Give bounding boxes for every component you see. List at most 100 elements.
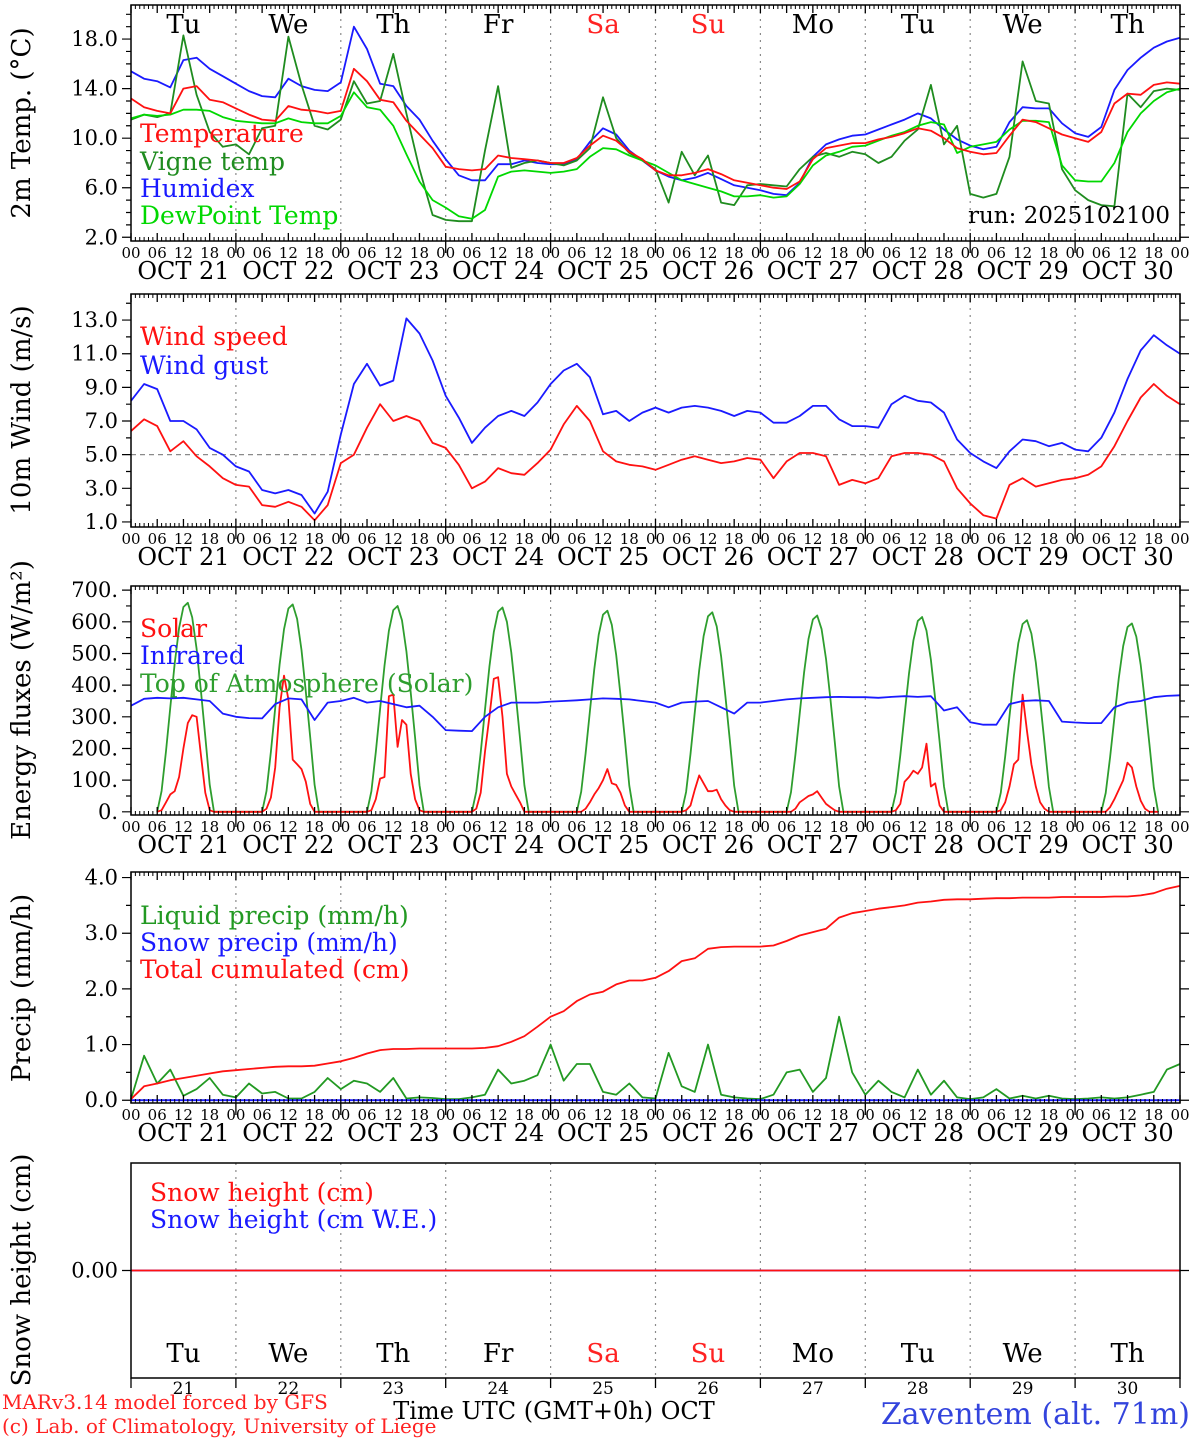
hour-tick-label: 12	[803, 530, 822, 548]
hour-tick-label: 12	[698, 530, 717, 548]
hour-tick-label: 18	[830, 1106, 849, 1124]
lab-credit: (c) Lab. of Climatology, University of L…	[2, 1414, 436, 1438]
hour-tick-label: 12	[1013, 530, 1032, 548]
hour-tick-label: 06	[987, 818, 1006, 836]
hour-tick-label: 12	[803, 1106, 822, 1124]
date-number-label: 26	[697, 1379, 719, 1399]
ytick-label: 2.0	[85, 977, 118, 1001]
hour-tick-label: 12	[803, 818, 822, 836]
day-name-label: Th	[376, 10, 410, 40]
series-solar	[156, 674, 1159, 813]
hour-tick-label: 06	[672, 818, 691, 836]
hour-tick-label: 12	[1118, 530, 1137, 548]
hour-tick-label: 18	[1144, 818, 1163, 836]
hour-tick-label: 00	[541, 818, 560, 836]
hour-tick-label: 00	[751, 1106, 770, 1124]
hour-tick-label: 06	[567, 1106, 586, 1124]
hour-tick-label: 06	[462, 818, 481, 836]
date-label: OCT 23	[347, 831, 439, 859]
hour-tick-label: 18	[200, 530, 219, 548]
date-number-label: 29	[1012, 1379, 1034, 1399]
hour-tick-label: 18	[515, 818, 534, 836]
hour-tick-label: 00	[226, 1106, 245, 1124]
hour-tick-label: 00	[1170, 244, 1189, 262]
hour-tick-label: 12	[1013, 244, 1032, 262]
day-name-label: Fr	[483, 10, 514, 40]
hour-tick-label: 12	[279, 818, 298, 836]
date-label: OCT 21	[137, 831, 229, 859]
date-label: OCT 23	[347, 543, 439, 571]
day-name-label: Tu	[901, 10, 935, 40]
hour-tick-label: 00	[751, 818, 770, 836]
yaxis-title-energy: Energy fluxes (W/m²)	[7, 560, 37, 840]
hour-tick-label: 06	[987, 244, 1006, 262]
date-number-label: 28	[907, 1379, 929, 1399]
hour-tick-label: 00	[436, 1106, 455, 1124]
day-name-label: We	[1003, 10, 1043, 40]
date-label: OCT 24	[452, 831, 544, 859]
x-minor-tick-comb	[134, 5, 1177, 241]
ytick-label: 14.0	[71, 77, 118, 101]
hour-tick-label: 12	[279, 530, 298, 548]
model-credit: MARv3.14 model forced by GFS	[2, 1390, 328, 1414]
date-label: OCT 22	[242, 257, 334, 285]
day-name-label: We	[268, 1339, 308, 1369]
yaxis-title-snow: Snow height (cm)	[7, 1154, 37, 1387]
hour-tick-label: 18	[725, 530, 744, 548]
panel-frame	[130, 293, 1181, 528]
hour-tick-label: 00	[436, 818, 455, 836]
hour-tick-label: 12	[489, 1106, 508, 1124]
date-label: OCT 30	[1081, 831, 1173, 859]
hour-tick-label: 06	[148, 818, 167, 836]
hour-tick-label: 12	[384, 530, 403, 548]
hour-tick-label: 06	[148, 244, 167, 262]
hour-tick-label: 12	[908, 818, 927, 836]
hour-tick-label: 06	[777, 244, 796, 262]
x-minor-tick-comb	[134, 294, 1177, 527]
hour-tick-label: 00	[1066, 530, 1085, 548]
legend-dewpoint-temp: DewPoint Temp	[140, 201, 338, 230]
station-label: Zaventem (alt. 71m)	[881, 1397, 1190, 1432]
day-name-label: Mo	[792, 10, 834, 40]
hour-tick-label: 18	[410, 530, 429, 548]
hour-tick-label: 18	[305, 1106, 324, 1124]
hour-tick-label: 12	[384, 1106, 403, 1124]
hour-tick-label: 06	[253, 1106, 272, 1124]
hour-tick-label: 18	[830, 244, 849, 262]
panel-wind: 13.011.09.07.05.03.01.000 06 12 18 00 06 12 18 0…	[71, 293, 1190, 571]
ytick-label: 1.0	[85, 510, 118, 534]
hour-tick-label: 12	[384, 244, 403, 262]
yaxis-title-wind: 10m Wind (m/s)	[7, 305, 37, 514]
panel-precip: 4.03.02.01.00.000 06 12 18 00 06 12 18 00 06 12 18 0…	[85, 866, 1190, 1147]
hour-tick-label: 06	[882, 1106, 901, 1124]
hour-tick-label: 12	[174, 530, 193, 548]
y-tick-comb	[122, 13, 1189, 238]
legend-temperature: Temperature	[140, 119, 304, 148]
hour-tick-label: 06	[462, 244, 481, 262]
hour-tick-label: 12	[1013, 1106, 1032, 1124]
hour-tick-label: 00	[646, 530, 665, 548]
hour-tick-label: 06	[357, 818, 376, 836]
hour-tick-label: 00	[961, 244, 980, 262]
legend-top-of-atmosphere-solar-: Top of Atmosphere (Solar)	[140, 669, 473, 698]
hour-tick-label: 06	[253, 530, 272, 548]
ytick-label: 18.0	[71, 27, 118, 51]
hour-tick-label: 06	[882, 244, 901, 262]
hour-tick-label: 00	[1066, 1106, 1085, 1124]
hour-tick-label: 12	[174, 244, 193, 262]
hour-tick-label: 06	[462, 530, 481, 548]
hour-tick-label: 18	[410, 818, 429, 836]
hour-tick-label: 18	[620, 244, 639, 262]
date-label: OCT 22	[242, 1119, 334, 1147]
hour-tick-label: 18	[934, 244, 953, 262]
day-name-label: Th	[376, 1339, 410, 1369]
hour-tick-label: 12	[594, 244, 613, 262]
legend-vigne-temp: Vigne temp	[139, 147, 285, 176]
day-name-label: Sa	[586, 10, 619, 40]
hour-tick-label: 18	[934, 818, 953, 836]
ytick-label: 300.	[71, 705, 118, 729]
day-name-label: Fr	[483, 1339, 514, 1369]
x-day-tick-comb	[130, 1378, 1181, 1388]
date-label: OCT 25	[557, 1119, 649, 1147]
